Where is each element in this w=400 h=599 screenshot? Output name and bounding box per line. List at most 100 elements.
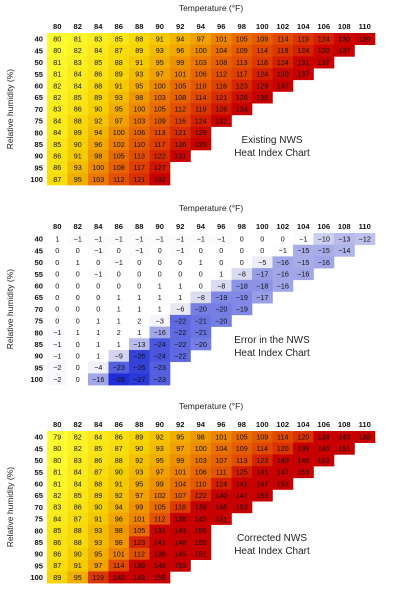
cell-value-label: 119 — [277, 46, 288, 55]
heatmap-cell — [149, 361, 171, 374]
heatmap-cell — [108, 536, 130, 549]
heatmap-cell — [190, 56, 212, 69]
x-tick-label: 84 — [94, 222, 103, 231]
cell-value-label: 114 — [113, 561, 124, 570]
cell-value-label: 1 — [96, 351, 100, 360]
heatmap-cell — [67, 442, 89, 455]
cell-value-label: 86 — [74, 105, 82, 114]
cell-value-label: 130 — [318, 46, 330, 55]
cell-value-label: 95 — [156, 456, 164, 465]
x-tick-label: 104 — [297, 222, 310, 231]
cell-value-label: 105 — [174, 81, 186, 90]
heatmap-cell — [190, 489, 212, 502]
heatmap-cell — [47, 56, 68, 69]
heatmap-cell — [67, 314, 89, 327]
cell-value-label: 0 — [76, 305, 80, 314]
heatmap-cell — [231, 233, 253, 245]
heatmap-cell — [108, 68, 130, 81]
cell-value-label: 108 — [215, 58, 227, 67]
heatmap-cell — [67, 454, 89, 467]
cell-value-label: 148 — [174, 538, 186, 547]
cell-value-label: −20 — [215, 305, 227, 314]
cell-value-label: 130 — [277, 70, 289, 79]
cell-value-label: −1 — [299, 234, 307, 243]
cell-value-label: 126 — [174, 140, 186, 149]
heatmap-cell — [170, 150, 191, 162]
cell-value-label: 0 — [96, 305, 100, 314]
heatmap-cell — [170, 338, 191, 351]
cell-value-label: 114 — [195, 93, 206, 102]
cell-value-label: 0 — [240, 234, 244, 243]
heatmap-cell — [211, 431, 232, 443]
chart-title: Heat Index Chart — [234, 348, 310, 359]
heatmap-cell — [47, 548, 68, 560]
y-tick-label: 60 — [35, 479, 43, 488]
heatmap-cell — [88, 501, 109, 514]
heatmap-cell — [170, 103, 191, 116]
cell-value-label: −20 — [195, 340, 207, 349]
heatmap-cell — [47, 91, 68, 104]
cell-value-label: 112 — [134, 549, 145, 558]
heatmap-cell — [272, 256, 294, 269]
cell-value-label: 99 — [135, 503, 143, 512]
cell-value-label: 101 — [215, 34, 227, 43]
cell-value-label: 120 — [277, 444, 289, 453]
cell-value-label: 145 — [174, 549, 186, 558]
cell-value-label: −26 — [133, 363, 145, 372]
heatmap-cell — [47, 256, 68, 269]
heatmap-cell — [170, 233, 191, 245]
heatmap-cell — [272, 56, 294, 69]
heatmap-cell — [190, 314, 212, 327]
cell-value-label: 93 — [94, 538, 102, 547]
cell-value-label: −15 — [297, 258, 309, 267]
cell-value-label: 85 — [94, 58, 102, 67]
heatmap-cell — [211, 79, 232, 92]
x-axis-title: Temperature (°F) — [179, 203, 244, 213]
cell-value-label: 1 — [158, 293, 162, 302]
cell-value-label: 146 — [297, 456, 309, 465]
cell-value-label: 0 — [55, 258, 59, 267]
heatmap-cell — [190, 44, 212, 57]
heatmap-cell — [231, 466, 253, 479]
heatmap-cell — [170, 44, 191, 57]
heatmap-cell — [67, 56, 89, 69]
cell-value-label: 148 — [133, 573, 145, 582]
heatmap-cell — [129, 454, 150, 467]
heatmap-cell — [190, 114, 212, 127]
cell-value-label: 136 — [256, 93, 268, 102]
y-tick-label: 85 — [35, 140, 44, 149]
heatmap-cell — [67, 103, 89, 116]
heatmap-cell — [67, 326, 89, 339]
y-tick-label: 80 — [35, 526, 43, 535]
heatmap-cell — [88, 466, 109, 479]
x-tick-label: 80 — [53, 420, 61, 429]
x-tick-label: 110 — [359, 222, 371, 231]
heatmap-cell — [47, 559, 68, 572]
heatmap-cell — [170, 536, 191, 549]
cell-value-label: 92 — [156, 432, 164, 441]
cell-value-label: −1 — [53, 340, 61, 349]
cell-value-label: 93 — [135, 468, 143, 477]
cell-value-label: −28 — [113, 375, 125, 384]
x-tick-label: 98 — [238, 420, 246, 429]
heatmap-cell — [88, 138, 109, 151]
y-tick-label: 65 — [35, 293, 44, 302]
cell-value-label: −3 — [156, 316, 164, 325]
cell-value-label: 87 — [53, 561, 61, 570]
heatmap-cell — [108, 512, 130, 525]
cell-value-label: 87 — [115, 46, 123, 55]
heatmap-cell — [252, 477, 273, 490]
cell-value-label: 124 — [256, 70, 268, 79]
cell-value-label: 130 — [338, 34, 350, 43]
heatmap-cell — [88, 442, 109, 455]
heatmap-cell — [129, 79, 150, 92]
heatmap-cell — [190, 268, 212, 281]
cell-value-label: 129 — [195, 128, 207, 137]
heatmap-cell — [67, 291, 89, 304]
heatmap-cell — [67, 536, 89, 549]
cell-value-label: −23 — [154, 363, 166, 372]
heatmap-cell — [252, 268, 273, 281]
cell-value-label: 0 — [76, 375, 80, 384]
heatmap-cell — [190, 454, 212, 467]
heatmap-cell — [190, 548, 212, 560]
